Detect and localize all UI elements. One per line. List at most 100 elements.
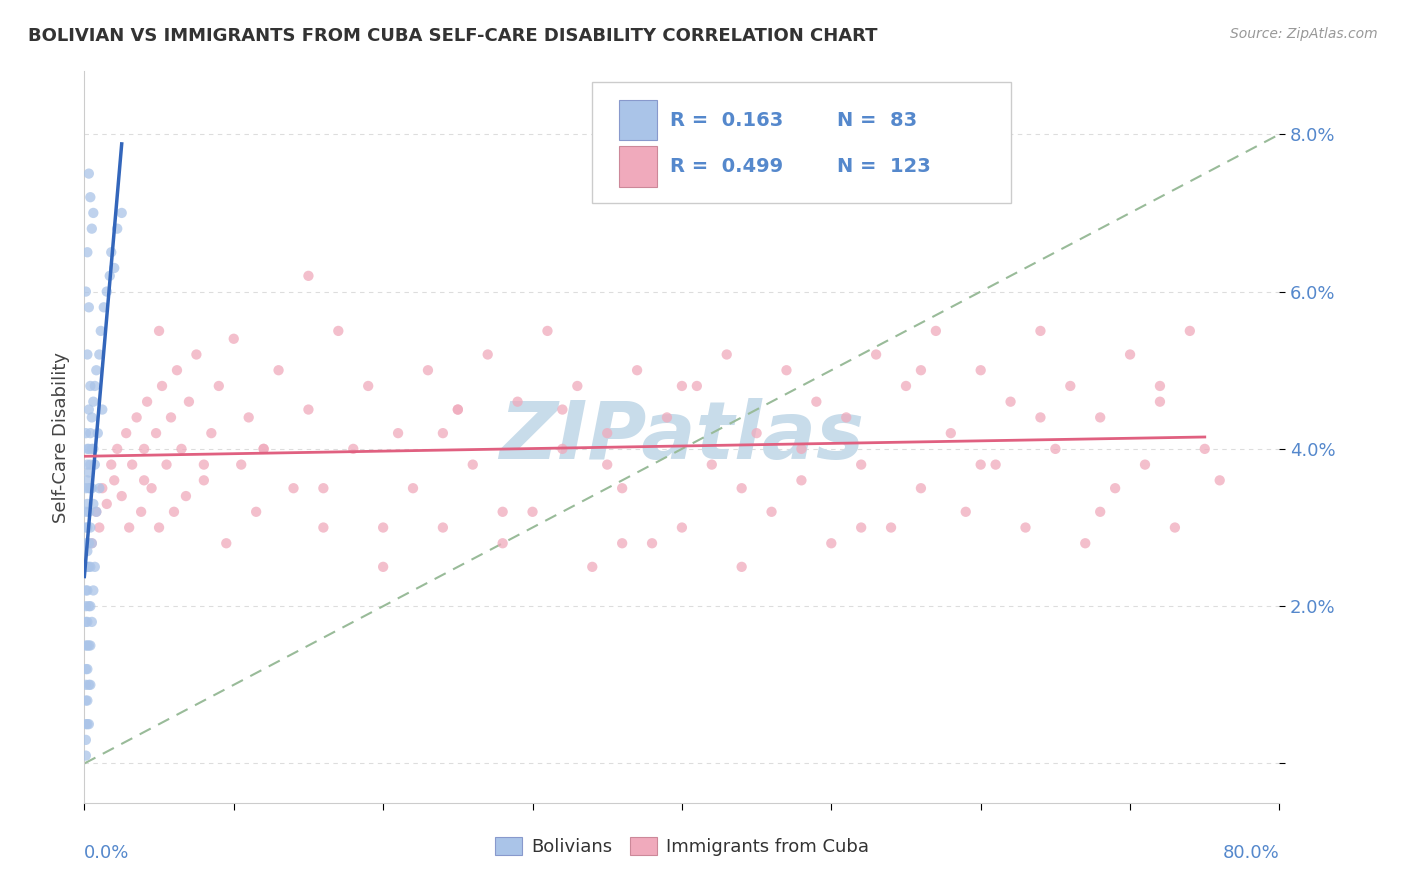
Point <box>75 693 97 707</box>
Point <box>76 717 98 731</box>
Point <box>125 410 148 425</box>
Point <box>80 536 103 550</box>
Point <box>790 442 813 456</box>
Point <box>75 748 97 763</box>
Point <box>77 481 100 495</box>
Point <box>86 505 108 519</box>
Point <box>253 442 276 456</box>
Point <box>820 536 842 550</box>
Point <box>761 505 783 519</box>
Point <box>79 520 101 534</box>
Point <box>477 347 499 361</box>
Point <box>1149 394 1171 409</box>
Point <box>253 442 276 456</box>
Point <box>75 732 97 747</box>
Point <box>75 426 97 441</box>
Point <box>402 481 425 495</box>
Point <box>98 268 121 283</box>
Point <box>160 410 183 425</box>
Point <box>416 363 439 377</box>
Point <box>145 426 167 441</box>
Point <box>910 363 932 377</box>
Point <box>118 520 141 534</box>
Text: R =  0.163: R = 0.163 <box>671 111 783 130</box>
Point <box>880 520 903 534</box>
Point <box>208 379 231 393</box>
Point <box>86 505 108 519</box>
Point <box>612 536 634 550</box>
Point <box>77 301 100 315</box>
Point <box>111 489 134 503</box>
Point <box>238 410 260 425</box>
Point <box>170 442 193 456</box>
Point <box>75 599 97 614</box>
Point <box>1104 481 1126 495</box>
Point <box>115 426 138 441</box>
Point <box>193 473 215 487</box>
Point <box>75 536 97 550</box>
Point <box>283 481 305 495</box>
Text: BOLIVIAN VS IMMIGRANTS FROM CUBA SELF-CARE DISABILITY CORRELATION CHART: BOLIVIAN VS IMMIGRANTS FROM CUBA SELF-CA… <box>28 27 877 45</box>
Point <box>671 520 693 534</box>
Point <box>77 599 100 614</box>
Point <box>297 402 319 417</box>
Point <box>148 324 170 338</box>
Point <box>79 481 101 495</box>
Point <box>96 285 118 299</box>
Point <box>76 520 98 534</box>
Point <box>91 481 114 495</box>
Point <box>76 497 98 511</box>
Point <box>79 639 101 653</box>
Point <box>775 363 797 377</box>
Point <box>83 379 105 393</box>
Y-axis label: Self-Care Disability: Self-Care Disability <box>52 351 70 523</box>
Point <box>267 363 290 377</box>
Point <box>82 394 104 409</box>
Point <box>75 285 97 299</box>
Point <box>700 458 723 472</box>
Point <box>163 505 186 519</box>
Point <box>80 221 103 235</box>
Point <box>77 505 100 519</box>
Point <box>1074 536 1097 550</box>
Point <box>82 442 104 456</box>
Point <box>103 473 125 487</box>
Point <box>626 363 648 377</box>
Bar <box>619 100 657 140</box>
Point <box>790 473 813 487</box>
Point <box>79 379 101 393</box>
Point <box>150 379 173 393</box>
Point <box>447 402 470 417</box>
Point <box>522 505 544 519</box>
Point <box>75 662 97 676</box>
Point <box>231 458 253 472</box>
Point <box>75 717 97 731</box>
Point <box>551 442 574 456</box>
Point <box>596 458 619 472</box>
Point <box>86 363 108 377</box>
Point <box>328 324 350 338</box>
Point <box>79 559 101 574</box>
Point <box>83 559 105 574</box>
Point <box>77 466 100 480</box>
Point <box>132 473 156 487</box>
Point <box>132 442 156 456</box>
Point <box>77 678 100 692</box>
Point <box>121 458 143 472</box>
Point <box>641 536 664 550</box>
Point <box>551 402 574 417</box>
Point <box>148 520 170 534</box>
Point <box>90 324 112 338</box>
Point <box>492 536 515 550</box>
Point <box>82 583 104 598</box>
Point <box>76 559 98 574</box>
Point <box>80 536 103 550</box>
Point <box>1209 473 1232 487</box>
Point <box>387 426 409 441</box>
Point <box>76 639 98 653</box>
Point <box>82 497 104 511</box>
Point <box>87 426 110 441</box>
Point <box>1014 520 1036 534</box>
Point <box>136 394 159 409</box>
Text: N =  83: N = 83 <box>838 111 917 130</box>
